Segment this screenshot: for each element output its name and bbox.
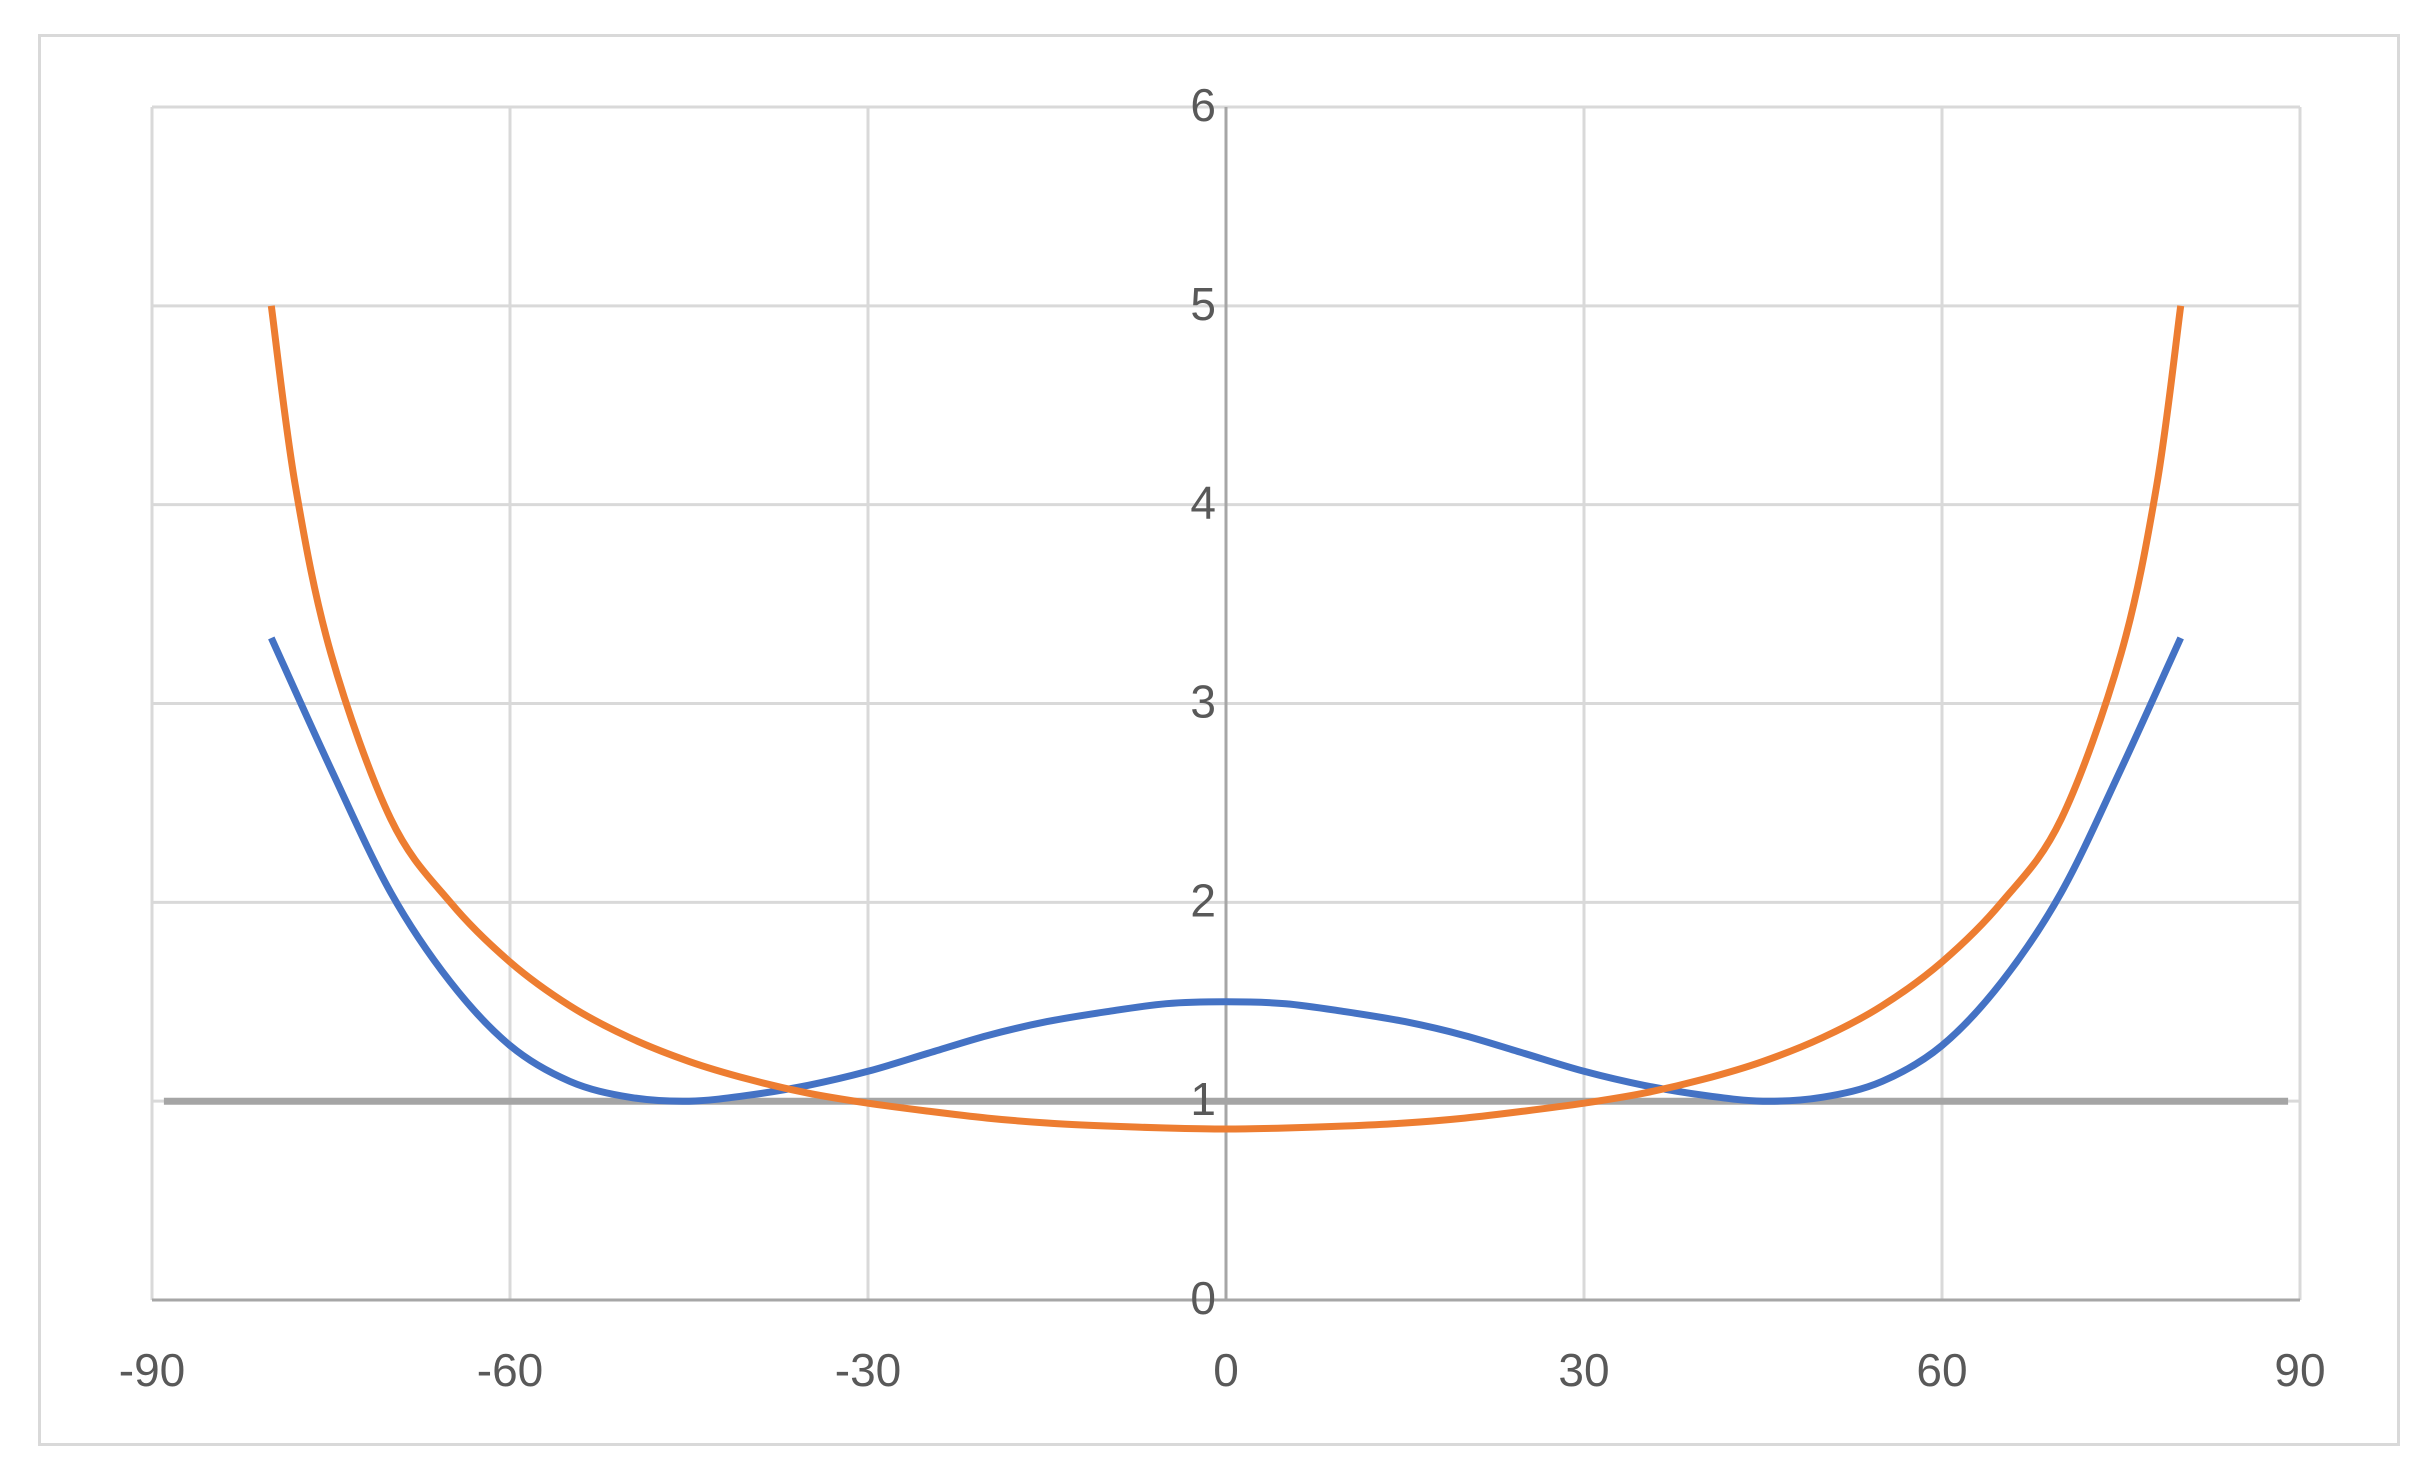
x-tick-label: -90 [119, 1344, 185, 1396]
y-tick-label: 3 [1190, 676, 1216, 728]
x-tick-label: 60 [1916, 1344, 1967, 1396]
y-tick-label: 6 [1190, 79, 1216, 131]
y-tick-label: 4 [1190, 477, 1216, 529]
series-lines [163, 305, 2289, 1133]
y-tick-label: 2 [1190, 874, 1216, 926]
x-tick-label: 0 [1213, 1344, 1239, 1396]
series-line-orange [267, 305, 2185, 1133]
x-tick-labels: -90 -60 -30 0 30 60 90 [119, 1344, 2326, 1396]
x-tick-label: 30 [1558, 1344, 1609, 1396]
y-tick-label: 0 [1190, 1272, 1216, 1324]
chart-frame [38, 34, 2400, 1446]
y-tick-label: 1 [1190, 1073, 1216, 1125]
y-tick-labels: 0 1 2 3 4 5 6 [1190, 79, 1216, 1324]
y-tick-label: 5 [1190, 278, 1216, 330]
x-tick-label: -30 [835, 1344, 901, 1396]
x-tick-label: -60 [477, 1344, 543, 1396]
x-tick-label: 90 [2274, 1344, 2325, 1396]
series-line-blue [268, 636, 2184, 1105]
